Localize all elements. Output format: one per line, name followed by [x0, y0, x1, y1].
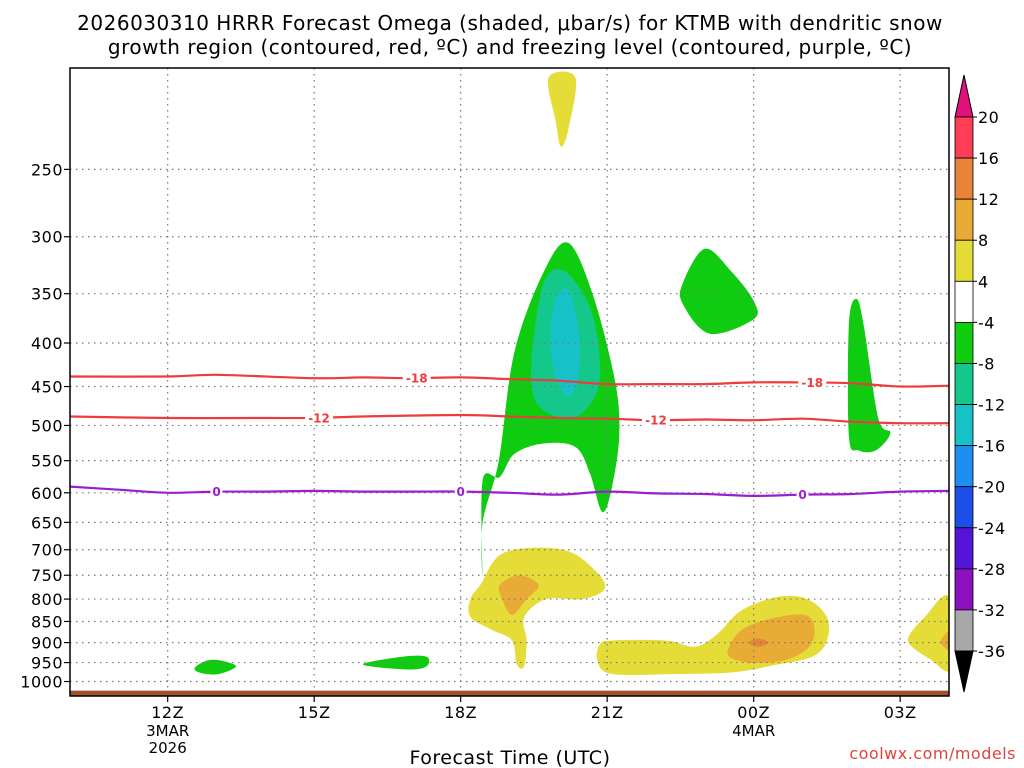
contour-label-bg	[210, 484, 223, 499]
plot-frame	[69, 67, 950, 697]
x-tick-date-label: 4MAR	[732, 722, 775, 740]
colorbar-label: 20	[978, 108, 999, 127]
contour-label-bg	[642, 413, 670, 428]
colorbar-swatch	[954, 486, 974, 529]
x-tick-date-label: 3MAR	[146, 722, 189, 740]
y-tick-label: 500	[31, 416, 63, 435]
colorbar-swatch	[954, 157, 974, 200]
y-tick-label: 750	[31, 566, 63, 585]
colorbar-swatch	[954, 404, 974, 447]
temperature-contours: -18 -18 -12 -12 0 0 0	[70, 371, 949, 502]
colorbar-swatch	[954, 568, 974, 611]
omega-area-green	[847, 298, 891, 453]
contour-label: 0	[456, 485, 464, 499]
colorbar-label: -16	[978, 437, 1006, 456]
contour-label: 0	[212, 485, 220, 499]
contour-line--12	[70, 413, 949, 425]
chart-title-line2: growth region (contoured, red, ºC) and f…	[108, 35, 912, 59]
y-tick-label: 400	[31, 334, 63, 353]
omega-area-orange	[940, 630, 949, 651]
colorbar-label: -4	[978, 313, 995, 332]
omega-area-green	[194, 659, 237, 675]
contour-label: -18	[801, 376, 823, 390]
colorbar-swatch	[954, 116, 974, 159]
y-tick-label: 300	[31, 228, 63, 247]
y-tick-label: 900	[31, 634, 63, 653]
y-tick-label: 250	[31, 160, 63, 179]
ground-surface	[70, 690, 949, 696]
contour-label-bg	[798, 375, 827, 390]
omega-area-yellow	[468, 547, 606, 669]
colorbar-label: -12	[978, 396, 1006, 415]
x-tick-label: 18Z	[444, 703, 477, 722]
x-tick-label: 12Z	[151, 703, 184, 722]
y-axis: 250 300 350 400 450 500 550 600 650 700 750 800 850 9…	[20, 160, 70, 692]
colorbar-label: -32	[978, 601, 1006, 620]
colorbar-label: -8	[978, 354, 995, 373]
contour-label: -12	[645, 414, 667, 428]
y-tick-label: 950	[31, 654, 63, 673]
colorbar-top-arrow	[954, 74, 974, 118]
colorbar-label: 8	[978, 231, 989, 250]
contour-label: -12	[308, 411, 330, 425]
y-tick-label: 850	[31, 612, 63, 631]
colorbar-label: -24	[978, 519, 1006, 538]
contour-label: -18	[406, 372, 428, 386]
y-tick-label: 450	[31, 378, 63, 397]
colorbar: 20 16 12 8 4 -4 -8 -12 -16 -20 -24 -28 -32 -36	[954, 74, 1006, 693]
y-tick-label: 700	[31, 541, 63, 560]
colorbar-swatch	[954, 198, 974, 241]
colorbar-swatch	[954, 363, 974, 405]
x-tick-label: 03Z	[884, 703, 917, 722]
colorbar-swatch	[954, 527, 974, 570]
x-tick-label: 00Z	[737, 703, 770, 722]
omega-area-orange	[727, 614, 815, 663]
colorbar-bottom-arrow	[954, 650, 974, 693]
credit-text: coolwx.com/models	[849, 744, 1016, 763]
y-tick-label: 350	[31, 285, 63, 304]
omega-area-yellow	[907, 594, 949, 672]
chart-title-line1: 2026030310 HRRR Forecast Omega (shaded, …	[77, 11, 943, 35]
omega-area-yellow	[547, 71, 577, 147]
x-tick-label: 15Z	[298, 703, 331, 722]
colorbar-swatch	[954, 280, 974, 323]
x-axis-title: Forecast Time (UTC)	[410, 747, 611, 768]
contour-label-bg	[305, 410, 334, 425]
x-tick-label: 21Z	[591, 703, 624, 722]
contour-label-bg	[402, 371, 431, 386]
colorbar-label: 12	[978, 190, 999, 209]
colorbar-label: -36	[978, 642, 1006, 661]
colorbar-swatch	[954, 239, 974, 282]
y-tick-label: 550	[31, 452, 63, 471]
omega-area-cyan	[550, 288, 581, 396]
contour-label: 0	[798, 488, 806, 502]
colorbar-label: 4	[978, 272, 989, 291]
x-tick-year-label: 2026	[149, 739, 187, 757]
plot-area: -18 -18 -12 -12 0 0 0	[70, 68, 949, 696]
y-tick-label: 600	[31, 484, 63, 503]
colorbar-swatch	[954, 609, 974, 652]
colorbar-label: 16	[978, 149, 999, 168]
colorbar-label: -20	[978, 478, 1006, 497]
omega-area-green	[362, 655, 430, 670]
y-tick-label: 800	[31, 590, 63, 609]
y-tick-label: 650	[31, 513, 63, 532]
contour-label-bg	[796, 487, 809, 502]
y-tick-label: 1000	[20, 673, 63, 692]
omega-area-green	[679, 248, 758, 335]
colorbar-label: -28	[978, 560, 1006, 579]
contour-label-bg	[454, 484, 467, 499]
contour-line-0	[70, 485, 949, 498]
colorbar-swatch	[954, 445, 974, 488]
omega-shading	[194, 71, 949, 676]
colorbar-swatch	[954, 321, 974, 364]
omega-area-orange	[498, 575, 539, 615]
